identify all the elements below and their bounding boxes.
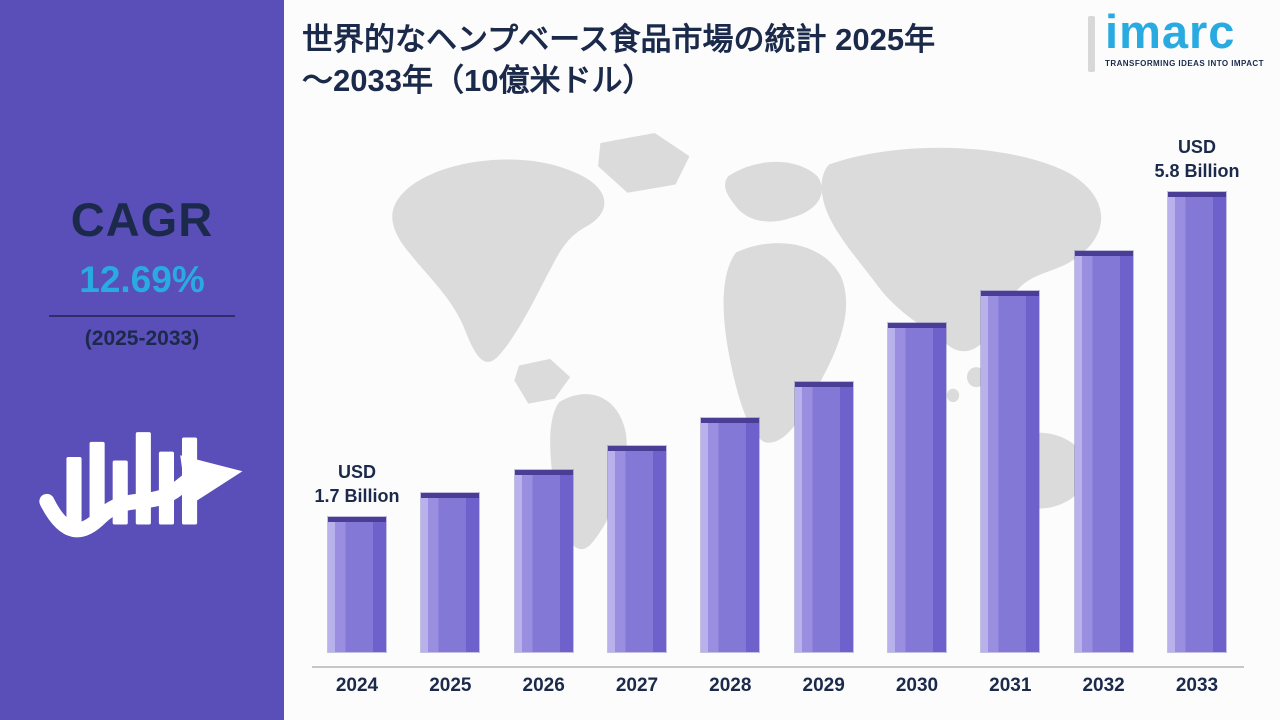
bar-2026 [514, 470, 573, 652]
cagr-label: CAGR [70, 193, 214, 246]
bar-column-2033: USD 5.8 Billion 2033 [1154, 136, 1239, 704]
x-tick-2032: 2032 [1082, 675, 1125, 696]
bar-value-label-line: 1.7 Billion [314, 485, 400, 506]
bar-column-2028: 2028 [693, 418, 767, 704]
bar-column-2030: 2030 [880, 323, 954, 704]
page-title-line2: ～2033年（10億米ドル） [302, 62, 654, 98]
imarc-logo: imarc TRANSFORMING IDEAS INTO IMPACT [1088, 5, 1264, 72]
page-title: 世界的なヘンプベース食品市場の統計 2025年 ～2033年（10億米ドル） [302, 20, 1102, 102]
bar-column-2026: 2026 [507, 470, 581, 704]
x-tick-2027: 2027 [615, 675, 659, 696]
bar-2025 [421, 493, 480, 652]
bar-2027 [607, 446, 666, 652]
logo-divider-bar [1088, 16, 1096, 72]
bar-chart: USD 1.7 Billion 2024 2025 2026 2027 2028 2029 20… [314, 112, 1239, 704]
x-axis-line [312, 666, 1244, 668]
bar-2024 [328, 517, 386, 652]
x-tick-2029: 2029 [802, 675, 845, 696]
bar-column-2029: 2029 [787, 382, 861, 704]
bar-column-2031: 2031 [973, 291, 1047, 704]
bar-column-2027: 2027 [600, 446, 674, 704]
bar-2031 [981, 291, 1040, 652]
x-tick-2026: 2026 [522, 675, 565, 696]
bar-value-label-2024: USD 1.7 Billion [314, 461, 399, 508]
bar-value-label-2033: USD 5.8 Billion [1154, 136, 1239, 183]
bar-value-label-line: USD [337, 462, 376, 483]
x-tick-2033: 2033 [1175, 675, 1219, 696]
bar-column-2025: 2025 [413, 493, 487, 704]
x-tick-2025: 2025 [429, 675, 472, 696]
logo-tagline-text: TRANSFORMING IDEAS INTO IMPACT [1105, 58, 1264, 68]
bar-2028 [701, 418, 760, 652]
cagr-divider [49, 315, 235, 317]
bar-2033 [1167, 192, 1226, 652]
bar-column-2024: USD 1.7 Billion 2024 [314, 461, 399, 704]
chart-main: 世界的なヘンプベース食品市場の統計 2025年 ～2033年（10億米ドル） i… [284, 0, 1280, 720]
bar-value-label-line: USD [1177, 137, 1216, 158]
x-tick-2030: 2030 [895, 675, 939, 696]
x-tick-2031: 2031 [989, 675, 1032, 696]
x-tick-2028: 2028 [709, 675, 752, 696]
world-map-background [392, 132, 1115, 550]
cagr-panel: CAGR 12.69% (2025-2033) [0, 0, 284, 720]
cagr-value: 12.69% [79, 259, 205, 300]
x-tick-2024: 2024 [335, 675, 379, 696]
logo-brand-text: imarc [1105, 5, 1236, 58]
growth-chart-icon [37, 393, 247, 558]
page-title-line1: 世界的なヘンプベース食品市場の統計 2025年 [302, 22, 936, 57]
bar-column-2032: 2032 [1067, 251, 1141, 704]
bar-2032 [1074, 251, 1133, 652]
bar-2029 [794, 382, 853, 652]
bar-2030 [887, 323, 946, 652]
cagr-period: (2025-2033) [84, 327, 200, 350]
bar-value-label-line: 5.8 Billion [1154, 160, 1240, 181]
